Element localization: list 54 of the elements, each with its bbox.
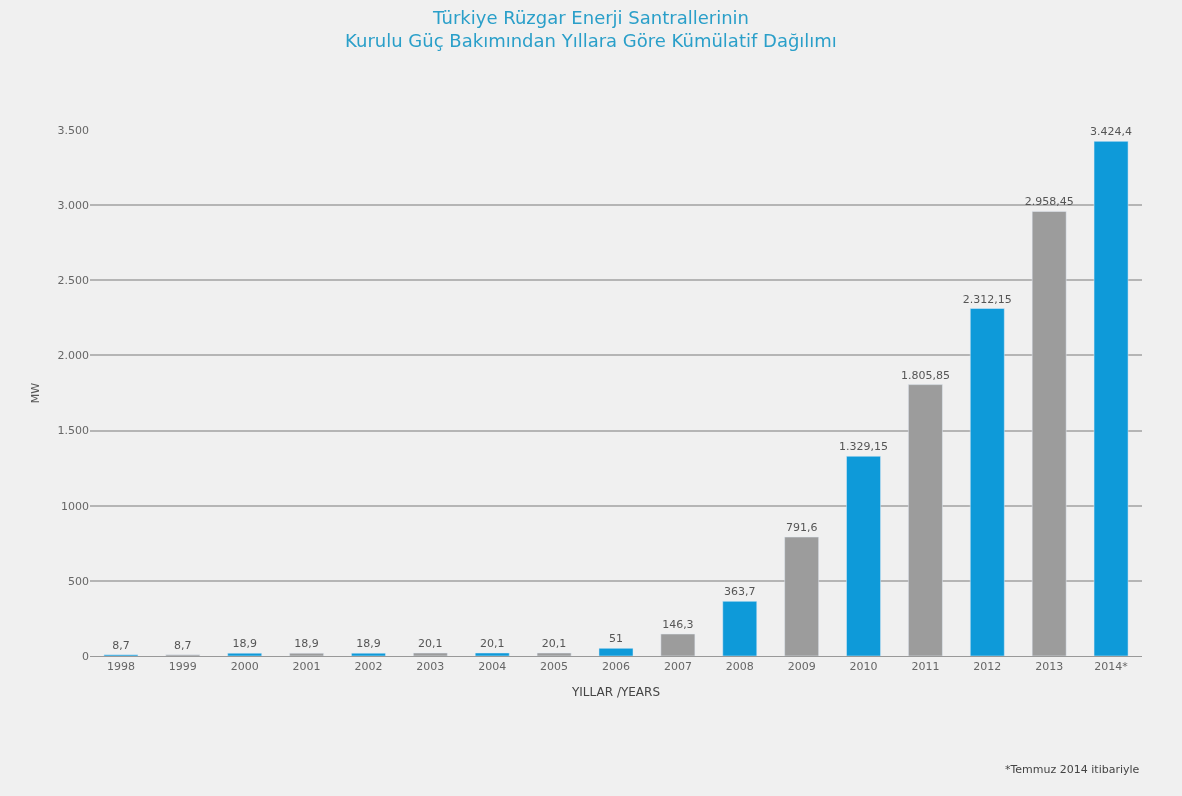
data-label: 8,7	[174, 638, 192, 652]
data-label: 1.329,15	[839, 440, 889, 454]
data-label: 146,3	[662, 618, 694, 632]
y-tick-label: 500	[68, 574, 89, 588]
y-axis-title: MW	[29, 382, 43, 404]
x-tick-label: 2004	[478, 660, 507, 674]
bar	[970, 308, 1005, 656]
data-label: 20,1	[418, 636, 443, 650]
data-label: 3.424,4	[1090, 125, 1133, 139]
data-label: 791,6	[785, 521, 818, 535]
y-tick-label: 1.500	[57, 424, 89, 438]
x-tick-label: 2011	[911, 660, 940, 674]
data-label: 18,9	[356, 637, 381, 651]
x-tick-label: 2002	[354, 660, 383, 674]
x-tick-label: 2006	[602, 660, 630, 674]
bar	[474, 652, 510, 656]
data-label: 8,7	[112, 638, 130, 652]
x-tick-label: 1999	[168, 660, 197, 674]
bar	[846, 456, 881, 656]
x-tick-label: 2008	[725, 660, 754, 674]
y-tick-label: 2.500	[57, 274, 89, 288]
y-tick-label: 3.500	[57, 123, 89, 137]
x-tick-label: 2007	[663, 660, 692, 674]
data-label: 18,9	[294, 637, 319, 651]
data-label: 20,1	[479, 636, 505, 650]
x-tick-label: 2014*	[1094, 660, 1129, 674]
data-label: 51	[609, 632, 623, 646]
x-tick-label: 2003	[416, 660, 445, 674]
data-label: 2.958,45	[1024, 195, 1074, 209]
bar	[598, 648, 634, 656]
data-label: 20,1	[541, 636, 567, 650]
text: *Temmuz 2014 itibariyle	[1005, 763, 1140, 776]
y-tick-label: 1000	[61, 499, 89, 513]
data-label: 1.805,85	[900, 368, 950, 382]
x-tick-label: 2012	[973, 660, 1002, 674]
y-tick-label: 2.000	[57, 349, 89, 363]
y-tick-label: 0	[82, 649, 89, 663]
bar	[722, 601, 758, 656]
bar	[227, 652, 262, 656]
bar	[1093, 141, 1129, 656]
x-tick-label: 2013	[1035, 660, 1064, 674]
x-tick-label: 2009	[787, 660, 816, 674]
x-tick-label: 2010	[849, 660, 878, 674]
x-tick-label: 2000	[230, 660, 259, 674]
y-tick-label: 3.000	[57, 198, 89, 212]
bar	[351, 652, 386, 656]
data-label: 2.312,15	[962, 292, 1012, 306]
x-axis-title: YILLAR /YEARS	[571, 685, 660, 700]
x-tick-label: 2001	[292, 660, 321, 674]
x-tick-label: 1998	[106, 660, 135, 674]
x-tick-label: 2005	[540, 660, 569, 674]
data-label: 18,9	[232, 637, 257, 651]
data-label: 363,7	[724, 585, 756, 599]
chart-title: Türkiye Rüzgar Enerji Santrallerinin Kurulu Güç Bakımından Yıllara Göre Kümülatif Dağılımı	[345, 6, 837, 52]
